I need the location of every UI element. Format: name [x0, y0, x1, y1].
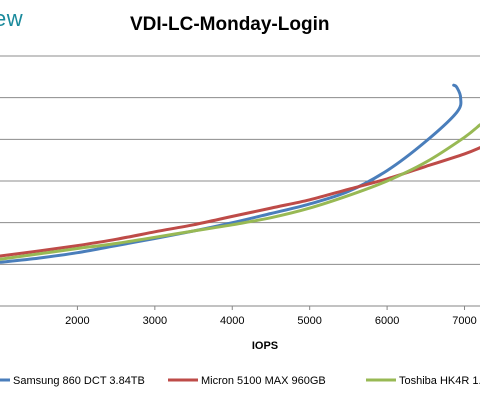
x-tick-label: 6000 [375, 315, 399, 327]
x-tick-label: 5000 [297, 315, 321, 327]
legend: Samsung 860 DCT 3.84TB Micron 5100 MAX 96… [0, 375, 480, 387]
axes [0, 305, 480, 310]
x-tick-labels: 2000 3000 4000 5000 6000 7000 [65, 315, 477, 327]
brand-logo-text: ew [0, 6, 24, 31]
chart-title: VDI-LC-Monday-Login [130, 14, 330, 35]
legend-label-1: Samsung 860 DCT 3.84TB [13, 375, 145, 387]
gridlines [0, 55, 480, 265]
series-line-2 [0, 146, 480, 258]
x-axis-title: IOPS [252, 340, 278, 352]
series-line-3 [0, 123, 480, 261]
x-tick-label: 2000 [65, 315, 89, 327]
legend-label-3: Toshiba HK4R 1. [399, 375, 480, 387]
x-tick-label: 3000 [143, 315, 167, 327]
legend-label-2: Micron 5100 MAX 960GB [201, 375, 326, 387]
series-line-1 [0, 83, 463, 264]
series-lines [0, 83, 480, 264]
x-tick-label: 4000 [220, 315, 244, 327]
x-tick-label: 7000 [452, 315, 476, 327]
